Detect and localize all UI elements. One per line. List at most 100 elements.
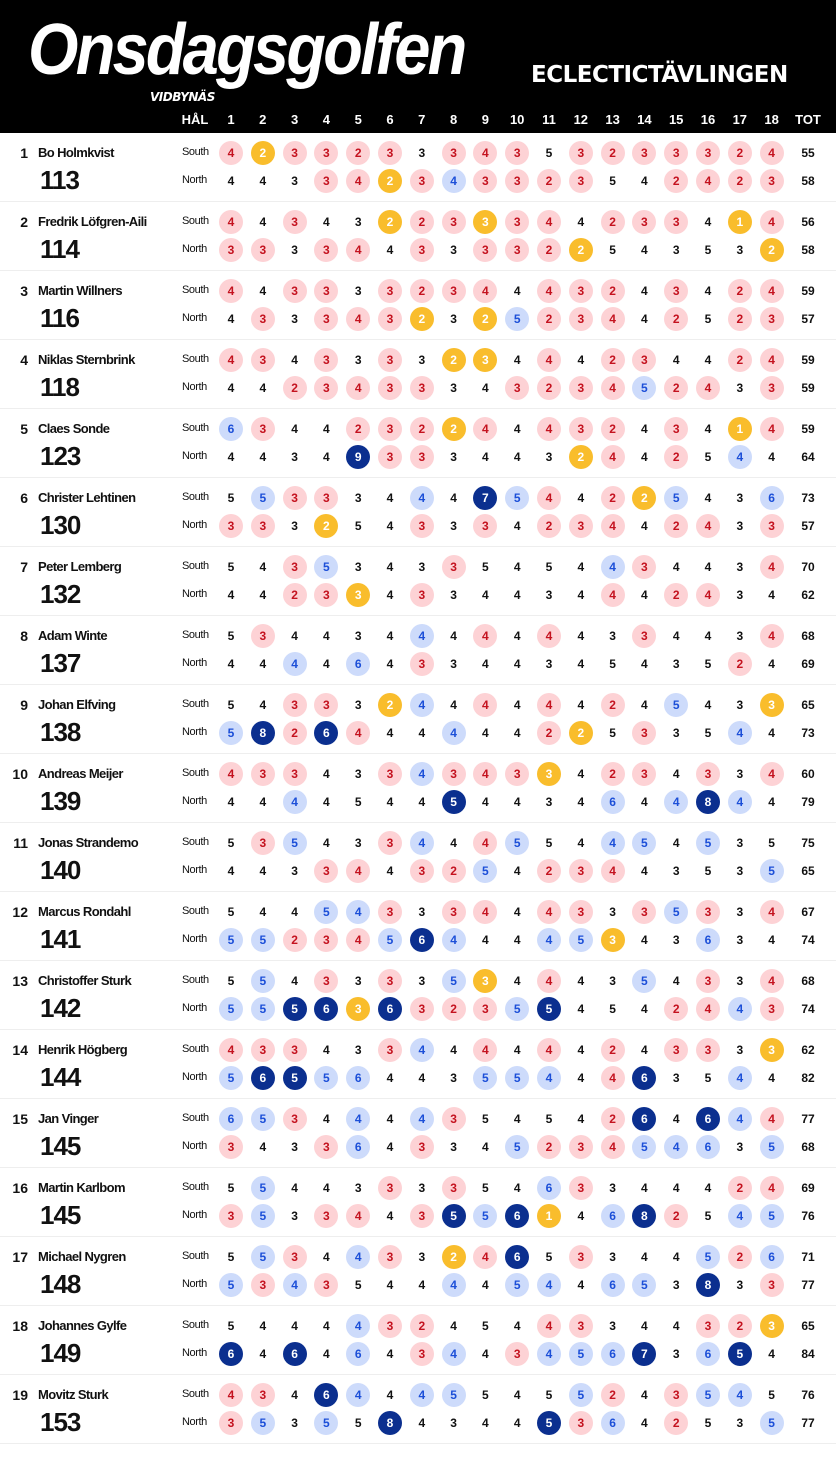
hole-score-cell: 4 [600, 445, 625, 469]
hole-score-cell: 5 [482, 1112, 489, 1126]
hole-score-cell: 3 [250, 762, 275, 786]
hole-number-header: 12 [573, 112, 589, 127]
hole-score-cell: 3 [250, 1273, 275, 1297]
hole-score-cell: 6 [378, 997, 402, 1021]
hole-score-cell: 4 [513, 698, 521, 712]
hole-score-cell: 4 [577, 974, 585, 988]
hole-score-cell: 3 [418, 1250, 426, 1264]
hole-score-cell: 3 [250, 348, 275, 372]
total-header: TOT [795, 112, 821, 127]
hole-score-cell: 4 [323, 629, 330, 643]
hole-score-cell: 4 [537, 1066, 561, 1090]
hole-score-cell: 4 [346, 1204, 371, 1228]
hole-score-cell: 4 [409, 1107, 434, 1131]
hole-score-cell: 2 [409, 417, 434, 441]
hole-score-cell: 3 [450, 657, 457, 671]
hole-score-cell: 3 [354, 974, 362, 988]
hole-score-cell: 4 [282, 1273, 307, 1297]
hole-score-cell: 4 [482, 450, 489, 464]
hole-score-cell: 6 [282, 1342, 307, 1366]
hole-score-cell: 4 [259, 657, 267, 671]
hole-score-cell: 4 [473, 624, 498, 648]
hole-score-cell: 4 [672, 1250, 680, 1264]
hole-score-cell: 2 [727, 1245, 752, 1269]
hole-score-cell: 4 [386, 864, 394, 878]
hole-score-cell: 6 [250, 1066, 275, 1090]
player-block: 2 Fredrik Löfgren-Aili 114 South 4 4 3 4 3 2 2 3 3 3 4… [0, 202, 836, 271]
course-label: North [182, 243, 207, 255]
hole-score-cell: 6 [346, 1135, 371, 1159]
hole-score-cell: 3 [378, 445, 402, 469]
player-total-score: 123 [40, 441, 81, 471]
hole-score-cell: 3 [314, 1273, 339, 1297]
course-total: 65 [801, 698, 815, 712]
hole-score-cell: 4 [482, 1278, 489, 1292]
hole-score-cell: 4 [672, 1181, 680, 1195]
hole-score-cell: 4 [577, 560, 585, 574]
hole-score-cell: 4 [759, 210, 784, 234]
hole-score-cell: 3 [418, 1181, 426, 1195]
player-rank: 18 [12, 1318, 28, 1334]
hole-score-cell: 4 [346, 859, 371, 883]
player-name: Jan Vinger [38, 1111, 99, 1126]
hole-score-cell: 5 [219, 928, 243, 952]
player-total-score: 118 [40, 372, 80, 402]
hole-score-cell: 4 [219, 279, 243, 303]
hole-number-header: 1 [227, 112, 235, 127]
hole-score-cell: 4 [409, 624, 434, 648]
player-block: 11 Jonas Strandemo 140 South 5 3 5 4 3 3 4 4 4 5 5 4 4 5 4… [0, 823, 836, 892]
hole-number-header: 2 [259, 112, 267, 127]
hole-score-cell: 4 [759, 900, 784, 924]
hole-score-cell: 2 [568, 721, 593, 745]
hole-score-cell: 6 [505, 1245, 530, 1269]
hole-score-cell: 4 [386, 491, 394, 505]
hole-score-cell: 3 [441, 555, 466, 579]
hole-score-cell: 6 [696, 928, 720, 952]
hole-score-cell: 3 [736, 905, 744, 919]
hole-score-cell: 2 [409, 1314, 434, 1338]
hole-score-cell: 5 [505, 486, 530, 510]
hole-score-cell: 2 [282, 721, 307, 745]
player-block: 3 Martin Willners 116 South 4 4 3 3 3 3 2 3 4 4 4 3 2 4 3 4… [0, 271, 836, 340]
hole-score-cell: 4 [482, 381, 489, 395]
hole-score-cell: 4 [727, 1066, 752, 1090]
hole-score-cell: 4 [704, 422, 712, 436]
hole-score-cell: 3 [759, 1038, 784, 1062]
hole-score-cell: 4 [641, 422, 648, 436]
player-block: 14 Henrik Högberg 144 South 4 3 3 4 3 3 4 4 4 4 4 4 2 4 3 3… [0, 1030, 836, 1099]
hole-score-cell: 3 [441, 1107, 466, 1131]
course-total: 65 [801, 1319, 815, 1333]
player-block: 9 Johan Elfving 138 South 5 4 3 3 3 2 4 4 4 4 4 4 2 4 5 4 3 3… [0, 685, 836, 754]
hole-score-cell: 4 [641, 1002, 648, 1016]
hole-score-cell: 4 [537, 210, 561, 234]
player-name: Niklas Sternbrink [38, 352, 135, 367]
hole-score-cell: 3 [696, 141, 720, 165]
hole-score-cell: 3 [418, 974, 426, 988]
hole-score-cell: 2 [664, 445, 689, 469]
hole-score-cell: 2 [537, 238, 561, 262]
hole-score-cell: 4 [259, 560, 267, 574]
hole-score-cell: 3 [736, 698, 744, 712]
hole-score-cell: 4 [577, 1043, 585, 1057]
hole-score-cell: 3 [354, 353, 362, 367]
hole-score-cell: 2 [537, 376, 561, 400]
hole-score-cell: 4 [513, 588, 521, 602]
hole-score-cell: 4 [386, 1347, 394, 1361]
hole-score-cell: 4 [513, 905, 521, 919]
hole-score-cell: 5 [250, 997, 275, 1021]
hole-score-cell: 4 [727, 790, 752, 814]
hole-score-cell: 2 [727, 307, 752, 331]
hole-score-cell: 3 [409, 1135, 434, 1159]
hole-score-cell: 3 [378, 1176, 402, 1200]
hole-score-cell: 3 [282, 555, 307, 579]
hole-score-cell: 5 [704, 312, 712, 326]
hole-score-cell: 5 [704, 657, 712, 671]
hole-score-cell: 2 [664, 169, 689, 193]
hole-score-cell: 3 [672, 933, 680, 947]
hole-score-cell: 3 [250, 307, 275, 331]
hole-score-cell: 3 [282, 1107, 307, 1131]
hole-score-cell: 4 [386, 657, 394, 671]
hole-score-cell: 3 [409, 1342, 434, 1366]
hole-score-cell: 2 [473, 307, 498, 331]
hole-score-cell: 3 [696, 900, 720, 924]
